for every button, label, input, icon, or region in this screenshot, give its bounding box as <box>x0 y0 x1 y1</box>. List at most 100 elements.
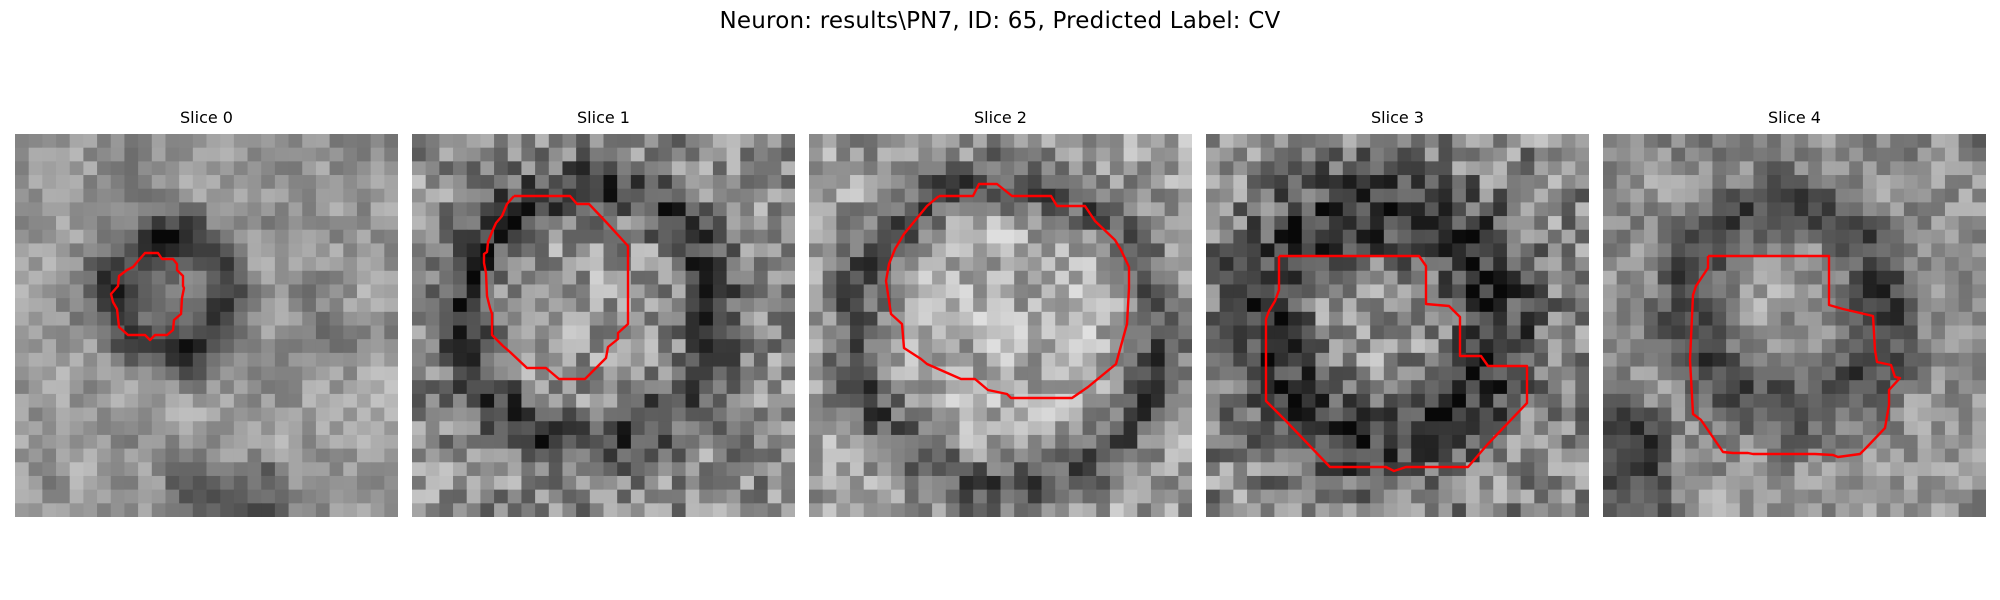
pixel <box>1671 202 1686 217</box>
pixel <box>1055 284 1070 299</box>
pixel <box>1753 352 1768 368</box>
pixel <box>1726 380 1741 395</box>
pixel <box>1685 161 1700 176</box>
pixel <box>535 175 550 190</box>
pixel <box>220 257 235 272</box>
pixel <box>425 393 440 409</box>
pixel <box>1301 134 1317 149</box>
pixel <box>685 366 700 381</box>
pixel <box>617 175 632 190</box>
pixel <box>904 188 920 203</box>
pixel <box>315 352 331 368</box>
pixel <box>671 489 687 504</box>
pixel <box>1041 434 1056 450</box>
pixel <box>1794 284 1809 299</box>
pixel <box>1808 298 1823 313</box>
pixel <box>138 270 153 286</box>
pixel <box>603 147 618 162</box>
pixel <box>658 407 673 422</box>
pixel <box>507 503 523 517</box>
pixel <box>1767 147 1782 162</box>
pixel <box>151 503 167 517</box>
pixel <box>1903 393 1919 409</box>
pixel <box>302 407 317 422</box>
pixel <box>1616 393 1631 409</box>
pixel <box>836 448 851 463</box>
pixel <box>412 421 427 436</box>
pixel <box>973 503 988 517</box>
pixel <box>918 284 933 299</box>
pixel <box>1109 475 1125 491</box>
pixel <box>206 503 221 517</box>
pixel <box>206 243 221 258</box>
pixel <box>206 325 221 340</box>
pixel <box>658 421 673 436</box>
pixel <box>1109 311 1125 327</box>
pixel <box>1862 161 1878 176</box>
pixel <box>1890 339 1905 354</box>
pixel <box>1712 134 1727 149</box>
pixel <box>151 352 167 368</box>
pixel <box>1808 448 1823 463</box>
pixel <box>1109 298 1125 313</box>
pixel <box>151 366 167 381</box>
pixel <box>1014 352 1029 368</box>
pixel <box>1000 134 1015 149</box>
pixel <box>1452 503 1467 517</box>
pixel <box>1890 393 1905 409</box>
pixel <box>83 147 98 162</box>
pixel <box>507 202 523 217</box>
pixel <box>1370 475 1385 491</box>
pixel <box>439 229 454 245</box>
pixel <box>329 434 344 450</box>
pixel <box>439 216 454 231</box>
pixel <box>809 175 824 190</box>
pixel <box>685 257 700 272</box>
pixel <box>1397 380 1412 395</box>
pixel <box>1274 503 1289 517</box>
pixel <box>850 407 865 422</box>
pixel <box>97 380 112 395</box>
pixel <box>1479 325 1494 340</box>
pixel <box>370 462 385 477</box>
pixel <box>507 434 523 450</box>
pixel <box>1150 175 1166 190</box>
pixel <box>1712 325 1727 340</box>
pixel <box>1794 407 1809 422</box>
pixel <box>1000 380 1015 395</box>
pixel <box>781 325 795 340</box>
pixel <box>1260 216 1275 231</box>
pixel <box>165 475 180 491</box>
pixel <box>932 134 947 149</box>
pixel <box>1301 339 1317 354</box>
pixel <box>1780 380 1796 395</box>
pixel <box>1958 284 1973 299</box>
pixel <box>1958 489 1973 504</box>
pixel <box>453 257 468 272</box>
pixel <box>69 147 84 162</box>
pixel <box>1657 475 1672 491</box>
pixel <box>562 366 577 381</box>
pixel <box>1383 298 1399 313</box>
pixel <box>1630 489 1645 504</box>
pixel <box>56 202 71 217</box>
pixel <box>56 421 71 436</box>
pixel <box>179 421 194 436</box>
pixel <box>904 448 920 463</box>
pixel <box>466 448 481 463</box>
pixel <box>1397 216 1412 231</box>
pixel <box>1835 407 1850 422</box>
pixel <box>1014 284 1029 299</box>
pixel <box>151 407 167 422</box>
pixel <box>1027 407 1043 422</box>
pixel <box>1424 352 1440 368</box>
pixel <box>1685 352 1700 368</box>
pixel <box>1808 311 1823 327</box>
pixel <box>1342 421 1358 436</box>
pixel <box>453 489 468 504</box>
pixel <box>412 147 427 162</box>
pixel <box>1301 161 1317 176</box>
pixel <box>850 216 865 231</box>
pixel <box>507 270 523 286</box>
pixel <box>1137 202 1152 217</box>
